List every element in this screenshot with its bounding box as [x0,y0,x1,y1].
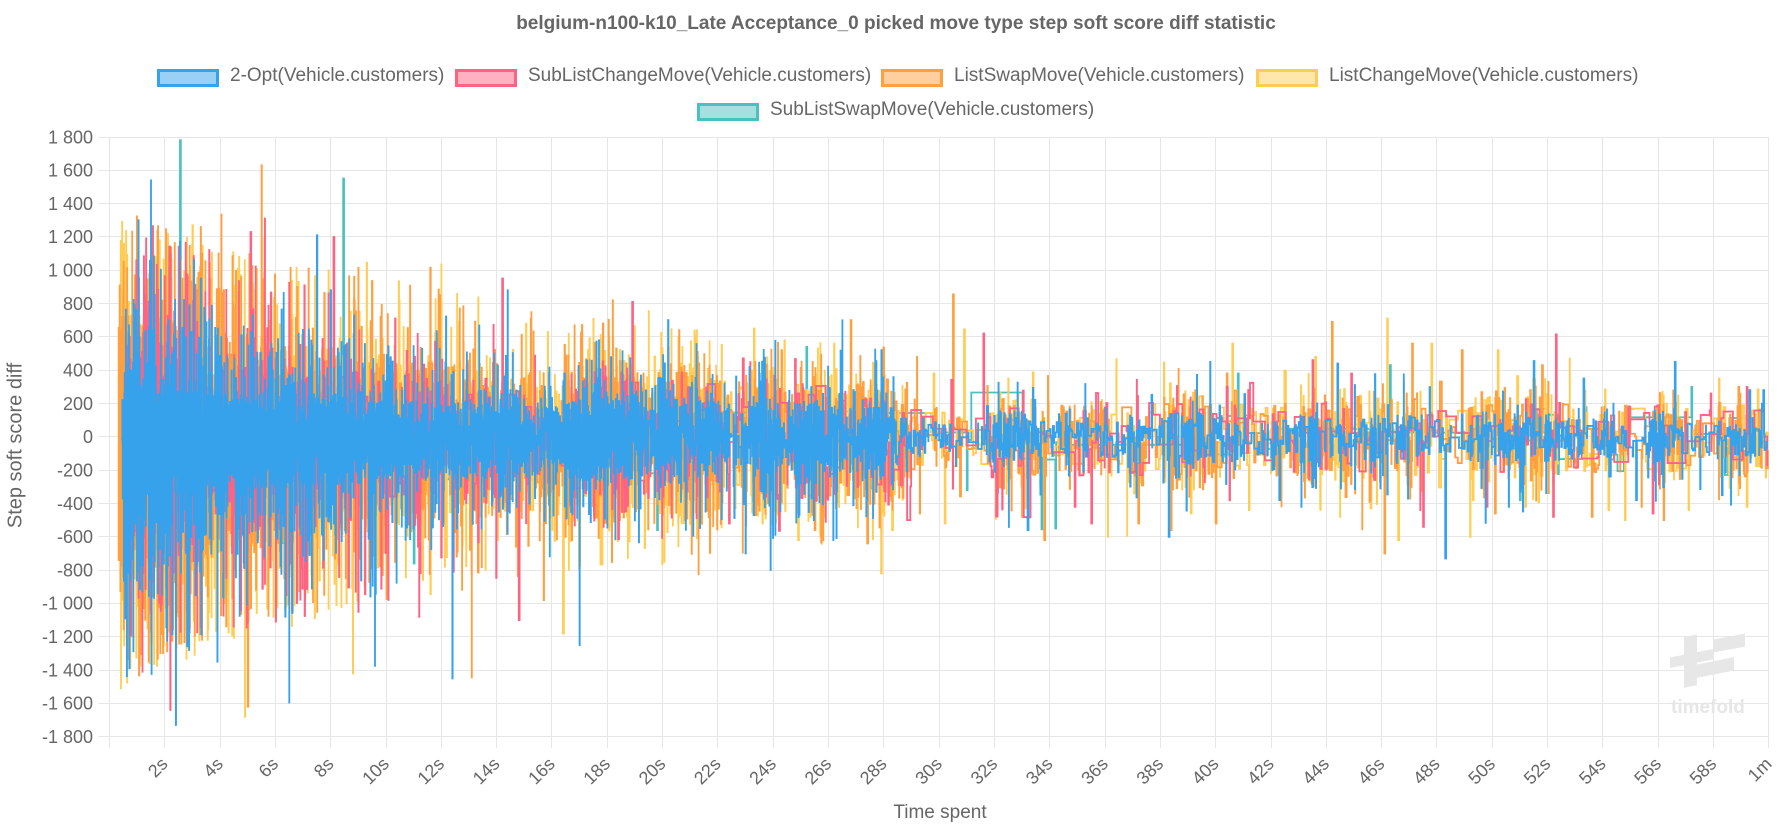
svg-text:44s: 44s [1298,754,1333,789]
svg-text:24s: 24s [745,754,780,789]
svg-text:1 800: 1 800 [48,127,93,147]
svg-text:28s: 28s [856,754,891,789]
svg-text:-1 600: -1 600 [42,694,93,714]
svg-text:1 000: 1 000 [48,261,93,281]
svg-text:22s: 22s [690,754,725,789]
svg-text:600: 600 [63,327,93,347]
svg-text:38s: 38s [1133,754,1168,789]
svg-text:50s: 50s [1464,754,1499,789]
svg-text:14s: 14s [469,754,504,789]
svg-text:12s: 12s [414,754,449,789]
svg-text:-1 400: -1 400 [42,660,93,680]
svg-text:1 200: 1 200 [48,227,93,247]
svg-text:26s: 26s [801,754,836,789]
svg-text:-1 200: -1 200 [42,627,93,647]
svg-text:40s: 40s [1188,754,1223,789]
svg-text:0: 0 [83,427,93,447]
svg-text:34s: 34s [1022,754,1057,789]
svg-text:-200: -200 [57,461,93,481]
svg-text:8s: 8s [310,754,338,782]
svg-text:timefold: timefold [1671,697,1745,718]
svg-text:400: 400 [63,361,93,381]
svg-text:-400: -400 [57,494,93,514]
svg-text:1 600: 1 600 [48,161,93,181]
svg-text:10s: 10s [358,754,393,789]
svg-text:4s: 4s [199,754,227,782]
svg-text:20s: 20s [635,754,670,789]
svg-text:48s: 48s [1409,754,1444,789]
svg-text:58s: 58s [1686,754,1721,789]
svg-text:42s: 42s [1243,754,1278,789]
svg-text:2s: 2s [144,754,172,782]
svg-text:56s: 56s [1630,754,1665,789]
svg-text:-1 000: -1 000 [42,594,93,614]
svg-text:18s: 18s [579,754,614,789]
svg-text:16s: 16s [524,754,559,789]
svg-text:200: 200 [63,394,93,414]
svg-text:1m: 1m [1744,754,1776,786]
svg-text:-600: -600 [57,527,93,547]
svg-text:1 400: 1 400 [48,194,93,214]
svg-text:46s: 46s [1354,754,1389,789]
svg-text:800: 800 [63,294,93,314]
svg-text:30s: 30s [911,754,946,789]
svg-text:6s: 6s [255,754,283,782]
svg-text:36s: 36s [1077,754,1112,789]
svg-text:-800: -800 [57,560,93,580]
svg-text:54s: 54s [1575,754,1610,789]
svg-text:52s: 52s [1520,754,1555,789]
svg-text:32s: 32s [967,754,1002,789]
svg-text:-1 800: -1 800 [42,727,93,747]
